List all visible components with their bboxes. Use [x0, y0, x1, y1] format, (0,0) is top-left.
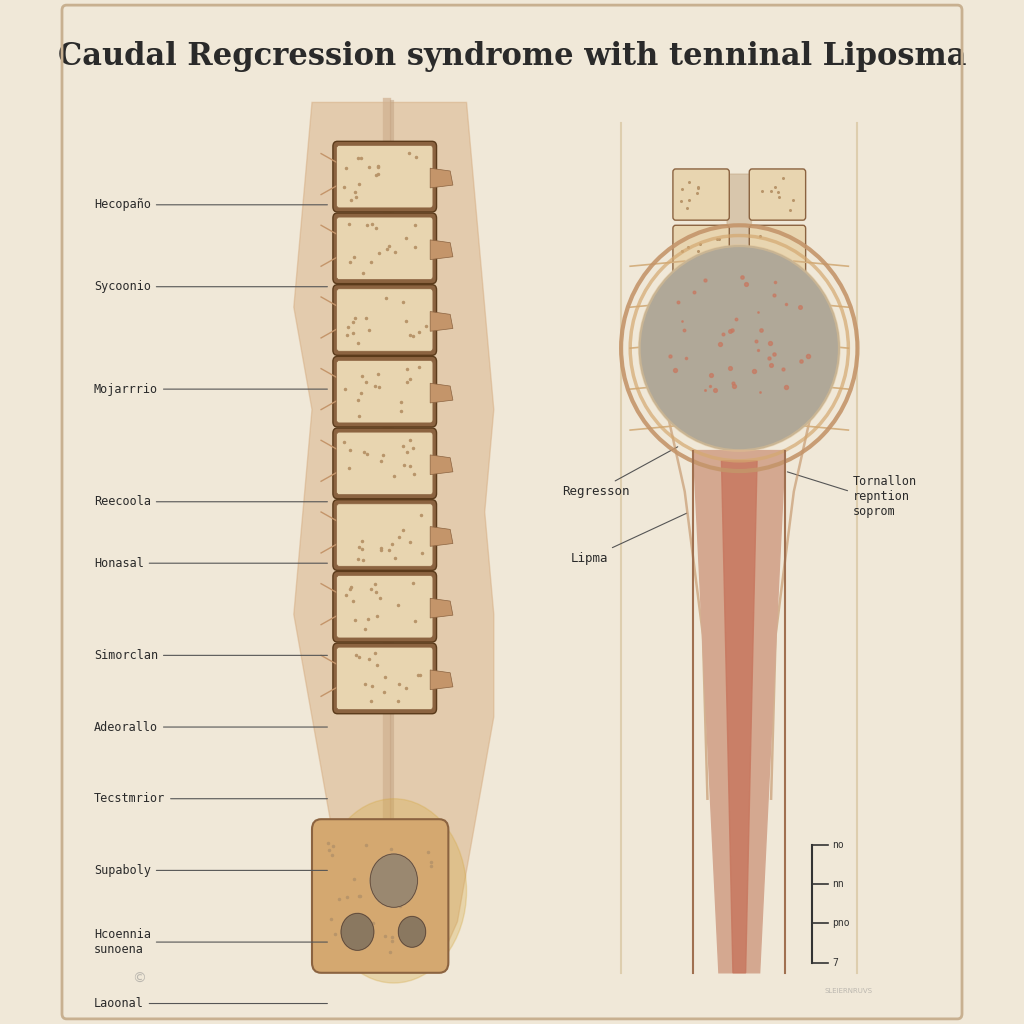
FancyBboxPatch shape: [337, 504, 433, 566]
Text: pno: pno: [833, 919, 850, 929]
FancyBboxPatch shape: [333, 500, 436, 570]
Text: Hcoennia
sunoena: Hcoennia sunoena: [94, 928, 328, 956]
Text: Reecoola: Reecoola: [94, 496, 328, 508]
FancyBboxPatch shape: [337, 432, 433, 495]
FancyBboxPatch shape: [750, 225, 806, 276]
Text: no: no: [833, 840, 844, 850]
FancyBboxPatch shape: [673, 282, 729, 333]
FancyBboxPatch shape: [337, 575, 433, 638]
Text: Regresson: Regresson: [562, 446, 678, 498]
FancyBboxPatch shape: [337, 647, 433, 710]
Text: Tornallon
repntion
soprom: Tornallon repntion soprom: [853, 475, 918, 518]
Text: Hecopaño: Hecopaño: [94, 199, 328, 211]
Text: Sycoonio: Sycoonio: [94, 281, 328, 293]
FancyBboxPatch shape: [333, 213, 436, 284]
Text: Supaboly: Supaboly: [94, 864, 328, 877]
FancyBboxPatch shape: [312, 819, 449, 973]
Circle shape: [398, 916, 426, 947]
Polygon shape: [722, 461, 757, 973]
FancyBboxPatch shape: [333, 285, 436, 355]
Polygon shape: [430, 455, 453, 475]
Text: 7: 7: [833, 957, 838, 968]
FancyBboxPatch shape: [333, 356, 436, 427]
FancyBboxPatch shape: [750, 338, 806, 389]
FancyBboxPatch shape: [333, 571, 436, 642]
FancyBboxPatch shape: [750, 282, 806, 333]
Text: Laoonal: Laoonal: [94, 997, 328, 1010]
Text: Adeorallo: Adeorallo: [94, 721, 328, 733]
Polygon shape: [430, 168, 453, 188]
FancyBboxPatch shape: [750, 169, 806, 220]
Polygon shape: [727, 174, 752, 410]
Text: Mojarrrio: Mojarrrio: [94, 383, 328, 395]
Polygon shape: [294, 102, 494, 963]
FancyBboxPatch shape: [333, 428, 436, 499]
Ellipse shape: [322, 799, 467, 983]
Polygon shape: [430, 311, 453, 332]
Polygon shape: [430, 670, 453, 690]
Circle shape: [341, 913, 374, 950]
FancyBboxPatch shape: [333, 643, 436, 714]
Text: Lipma: Lipma: [571, 513, 687, 564]
FancyBboxPatch shape: [333, 141, 436, 212]
Polygon shape: [430, 383, 453, 403]
Polygon shape: [430, 598, 453, 617]
Ellipse shape: [639, 246, 840, 451]
Circle shape: [371, 854, 418, 907]
FancyBboxPatch shape: [673, 225, 729, 276]
Text: Tecstmrior: Tecstmrior: [94, 793, 328, 805]
Text: ©: ©: [132, 972, 146, 986]
Text: Simorclan: Simorclan: [94, 649, 328, 662]
FancyBboxPatch shape: [673, 169, 729, 220]
FancyBboxPatch shape: [337, 217, 433, 280]
Text: Caudal Regcression syndrome with tenninal Liposma: Caudal Regcression syndrome with tennina…: [57, 41, 967, 72]
FancyBboxPatch shape: [337, 289, 433, 351]
Text: Honasal: Honasal: [94, 557, 328, 569]
FancyBboxPatch shape: [673, 338, 729, 389]
Polygon shape: [693, 451, 785, 973]
Text: nn: nn: [833, 879, 844, 889]
FancyBboxPatch shape: [337, 145, 433, 208]
Text: SLEIERNRUVS: SLEIERNRUVS: [824, 988, 872, 994]
Polygon shape: [430, 526, 453, 547]
Polygon shape: [430, 240, 453, 260]
FancyBboxPatch shape: [337, 360, 433, 423]
